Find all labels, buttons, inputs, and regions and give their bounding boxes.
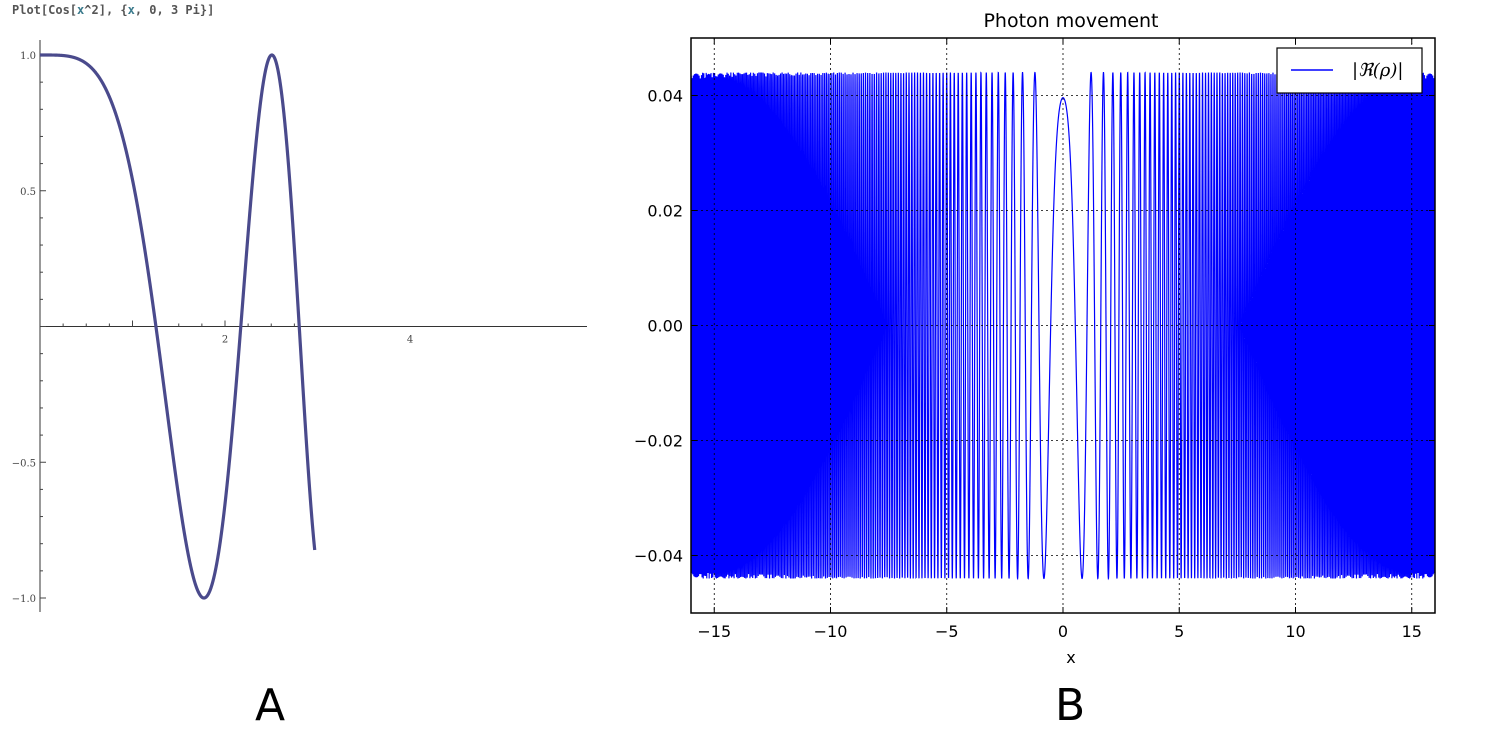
series-line-b [691, 71, 1435, 581]
cmd-mid: ^2], { [84, 3, 128, 17]
curve-cos-x-squared [38, 53, 317, 600]
y-tick-label-b: 0.00 [647, 317, 683, 336]
cmd-rest: , 0, 3 Pi}] [134, 3, 215, 17]
y-tick-label-b: −0.02 [634, 432, 683, 451]
panel-label-a: A [255, 680, 286, 731]
x-tick-label-b: −5 [935, 622, 959, 641]
y-tick-label-a: 1.0 [20, 51, 36, 62]
cmd-prefix: Plot[Cos[ [12, 3, 78, 17]
y-tick-label-b: 0.02 [647, 202, 683, 221]
x-tick-label-b: −15 [697, 622, 731, 641]
x-tick-label-b: −10 [814, 622, 848, 641]
y-tick-label-a: −0.5 [12, 458, 36, 469]
y-tick-label-b: 0.04 [647, 87, 683, 106]
plot-command: Plot[Cos[x^2], {x, 0, 3 Pi}] [12, 3, 214, 17]
y-tick-label-a: −1.0 [12, 594, 36, 605]
x-tick-label-a: 2 [222, 335, 228, 346]
cmd-var2: x [127, 3, 135, 17]
x-axis-label-b: x [1066, 648, 1075, 667]
cmd-var1: x [77, 3, 85, 17]
chart-title-b: Photon movement [983, 10, 1158, 32]
x-tick-label-b: 10 [1285, 622, 1305, 641]
panel-label-b: B [1055, 680, 1086, 731]
x-tick-label-b: 15 [1402, 622, 1422, 641]
legend-b: |ℜ(ρ)| [1276, 47, 1423, 94]
chart-a: 2 4 1.0 0.5 −0.5 −1.0 [12, 40, 587, 612]
chart-b: Photon movement −15 −10 −5 0 5 10 15 0.04 0.02 0.0… [634, 10, 1436, 667]
y-tick-label-b: −0.04 [634, 547, 683, 566]
y-tick-label-a: 0.5 [20, 187, 36, 198]
x-tick-label-a: 4 [407, 335, 413, 346]
x-tick-label-b: 5 [1174, 622, 1184, 641]
legend-label-b: |ℜ(ρ)| [1352, 60, 1403, 81]
x-tick-label-b: 0 [1058, 622, 1068, 641]
